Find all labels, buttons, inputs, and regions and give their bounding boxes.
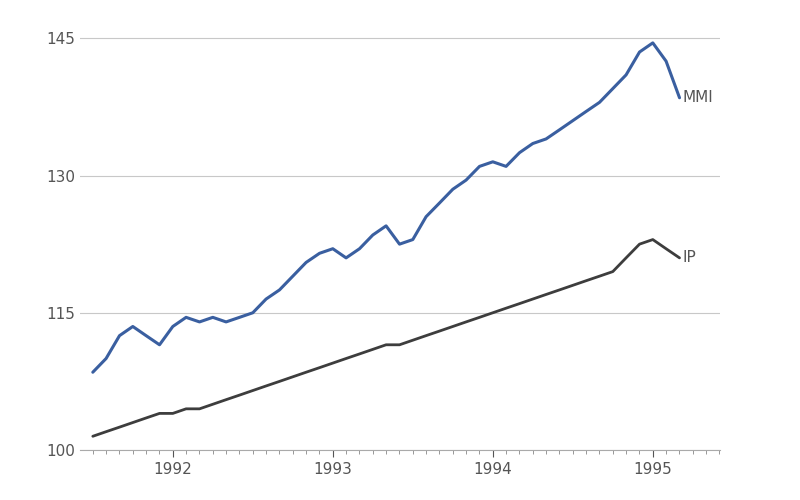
Text: MMI: MMI [682, 90, 714, 106]
Text: IP: IP [682, 250, 697, 266]
